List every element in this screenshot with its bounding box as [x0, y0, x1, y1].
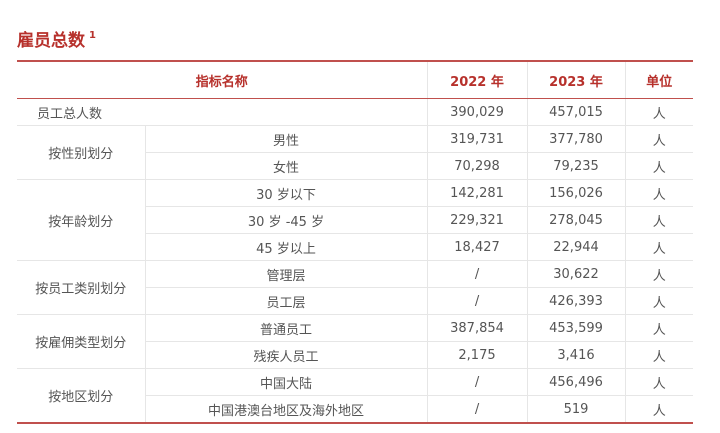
table-row: 按员工类别划分 管理层/30,622 人: [17, 260, 694, 315]
row-label: 45 岁以上: [145, 233, 428, 261]
value-2022: /: [426, 368, 528, 396]
value-2022: 387,854: [426, 314, 528, 342]
header-2023: 2023 年: [526, 60, 626, 99]
table-header-row: 指标名称 2022 年 2023 年 单位: [17, 60, 694, 99]
value-2022: /: [426, 287, 528, 315]
unit: 人: [624, 287, 694, 315]
value-2022: 70,298: [426, 152, 528, 180]
value-2022: 319,731: [426, 125, 528, 153]
unit: 人: [624, 98, 694, 126]
table-row-total: 员工总人数 390,029 457,015 人: [17, 98, 694, 126]
value-2023: 453,599: [526, 314, 626, 342]
group-label: 按年龄划分: [17, 179, 146, 261]
group-label: 按性别划分: [17, 125, 146, 180]
footnote-marker: 1: [89, 30, 96, 41]
header-unit: 单位: [624, 60, 694, 99]
table-row: 按雇佣类型划分 普通员工 387,854 453,599 人: [17, 314, 694, 369]
row-label: 员工层: [145, 287, 428, 315]
value-2022: 390,029: [426, 98, 528, 126]
unit: 人: [624, 368, 694, 396]
employee-table: 指标名称 2022 年 2023 年 单位 员工总人数 390,029 457,…: [17, 60, 694, 424]
title-text: 雇员总数: [17, 31, 85, 51]
row-label: 管理层: [144, 260, 428, 288]
group-label: 按地区划分: [17, 368, 146, 424]
unit: 人: [624, 179, 694, 207]
value-2023: 30,622: [526, 260, 626, 288]
value-2023: 456,496: [526, 368, 626, 396]
value-2023: 426,393: [526, 287, 626, 315]
section-title: 雇员总数 1: [17, 26, 96, 51]
value-2023: 3,416: [526, 341, 626, 369]
table-row: 中国港澳台地区及海外地区/519 人: [17, 395, 694, 424]
table-row: 员工层/426,393 人: [17, 287, 694, 315]
group-label: 按员工类别划分: [17, 260, 146, 315]
unit: 人: [624, 341, 694, 369]
table-row: 残疾人员工 2,175 3,416 人: [17, 341, 694, 369]
row-label: 男性: [144, 125, 428, 153]
unit: 人: [624, 233, 694, 261]
value-2022: /: [426, 395, 528, 424]
table-row: 45 岁以上 18,427 22,944 人: [17, 233, 694, 261]
unit: 人: [624, 125, 694, 153]
unit: 人: [624, 152, 694, 180]
value-2022: 18,427: [426, 233, 528, 261]
row-label: 残疾人员工: [145, 341, 428, 369]
row-label: 30 岁以下: [144, 179, 428, 207]
value-2023: 377,780: [526, 125, 626, 153]
value-2023: 79,235: [526, 152, 626, 180]
header-indicator: 指标名称: [17, 60, 428, 99]
table-row: 按年龄划分 30 岁以下 142,281 156,026 人: [17, 179, 694, 261]
group-label: 按雇佣类型划分: [17, 314, 146, 369]
table-row: 按地区划分 中国大陆/456,496 人: [17, 368, 694, 424]
row-label: 中国港澳台地区及海外地区: [145, 395, 428, 424]
row-label: 30 岁 -45 岁: [145, 206, 428, 234]
value-2022: /: [426, 260, 528, 288]
unit: 人: [624, 206, 694, 234]
table-row: 按性别划分 男性 319,731 377,780 人: [17, 125, 694, 180]
value-2023: 22,944: [526, 233, 626, 261]
unit: 人: [624, 260, 694, 288]
value-2023: 457,015: [526, 98, 626, 126]
value-2023: 519: [526, 395, 626, 424]
row-label: 员工总人数: [17, 98, 428, 126]
value-2023: 156,026: [526, 179, 626, 207]
unit: 人: [624, 314, 694, 342]
table-row: 30 岁 -45 岁 229,321 278,045 人: [17, 206, 694, 234]
header-2022: 2022 年: [426, 60, 528, 99]
table-row: 女性 70,298 79,235 人: [17, 152, 694, 180]
row-label: 女性: [145, 152, 428, 180]
value-2023: 278,045: [526, 206, 626, 234]
row-label: 中国大陆: [144, 368, 428, 396]
unit: 人: [624, 395, 694, 424]
row-label: 普通员工: [144, 314, 428, 342]
value-2022: 2,175: [426, 341, 528, 369]
value-2022: 142,281: [426, 179, 528, 207]
value-2022: 229,321: [426, 206, 528, 234]
